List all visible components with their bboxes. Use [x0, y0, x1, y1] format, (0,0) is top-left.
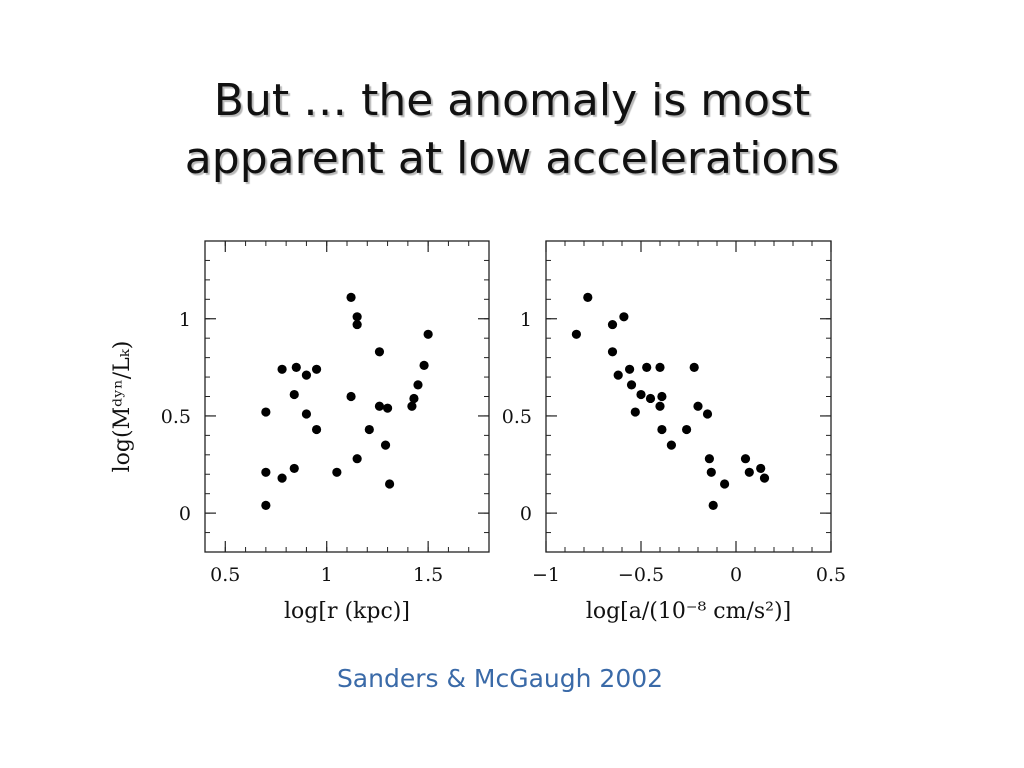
data-point — [374, 401, 385, 411]
data-point — [571, 329, 582, 339]
data-point — [583, 292, 593, 302]
data-point — [374, 347, 385, 357]
data-point — [642, 362, 652, 372]
data-point — [346, 292, 356, 302]
x-tick-label: −1 — [532, 564, 560, 586]
chart-panel-1: 0.5 1 1.5 0 0.5 1 log[r (kpc)] log(Mᵈʸⁿ/Lₖ) — [110, 240, 490, 624]
x-axis-label: log[r (kpc)] — [284, 599, 410, 624]
data-point — [607, 347, 618, 357]
data-point — [720, 479, 730, 489]
data-point — [419, 360, 429, 370]
data-point — [352, 312, 362, 322]
data-point — [607, 319, 618, 330]
data-point — [744, 467, 754, 477]
data-point — [423, 329, 433, 339]
data-point — [277, 364, 287, 374]
citation: Sanders & McGaugh 2002 — [336, 664, 664, 693]
data-point — [409, 393, 419, 404]
slide-title: But … the anomaly is most apparent at lo… — [0, 72, 1024, 188]
data-point — [364, 424, 374, 435]
data-point — [655, 362, 665, 372]
data-point — [702, 409, 713, 419]
data-point — [332, 467, 342, 477]
x-tick-label: 0.5 — [816, 564, 846, 586]
y-tick-label: 0.5 — [161, 406, 191, 428]
y-axis-label: log(Mᵈʸⁿ/Lₖ) — [110, 341, 135, 473]
data-point — [756, 463, 766, 474]
data-point — [645, 393, 656, 404]
data-point — [693, 401, 703, 411]
x-tick-label: −0.5 — [618, 564, 664, 586]
data-point — [689, 362, 699, 372]
data-point — [346, 391, 356, 402]
data-point — [704, 454, 715, 464]
y-tick-label: 1 — [520, 309, 532, 331]
data-point — [385, 479, 395, 489]
data-point — [301, 370, 312, 380]
data-point — [636, 389, 646, 400]
chart-panel-2: −1 −0.5 0 0.5 0 0.5 1 log[a/(10⁻⁸ cm/s²)] — [502, 240, 846, 624]
data-point — [289, 463, 299, 474]
y-tick-label: 1 — [179, 309, 191, 331]
data-point — [657, 424, 667, 435]
data-point — [382, 403, 393, 413]
data-point — [740, 454, 751, 464]
data-point — [291, 362, 301, 372]
slide-title-line-2: apparent at low accelerations — [184, 133, 840, 184]
data-point — [413, 380, 423, 390]
data-point — [657, 391, 667, 402]
data-point — [277, 473, 287, 483]
data-point — [407, 401, 417, 411]
data-point — [301, 409, 312, 419]
data-point — [655, 401, 665, 411]
y-tick-label: 0.5 — [502, 406, 532, 428]
data-point — [706, 467, 716, 477]
data-point — [630, 407, 640, 417]
data-point — [352, 319, 362, 330]
x-axis-label: log[a/(10⁻⁸ cm/s²)] — [586, 599, 791, 624]
data-point — [759, 473, 770, 483]
data-point — [261, 407, 271, 417]
data-point — [261, 500, 271, 510]
data-point — [261, 467, 271, 477]
plot-frame — [545, 240, 832, 553]
data-point — [380, 440, 391, 450]
data-point — [666, 440, 677, 450]
data-point — [289, 389, 299, 400]
data-point — [619, 312, 629, 322]
slide-title-line-1: But … the anomaly is most — [213, 75, 811, 126]
y-tick-label: 0 — [179, 503, 191, 525]
data-point — [708, 500, 718, 510]
x-tick-label: 1.5 — [413, 564, 443, 586]
x-tick-label: 0 — [730, 564, 742, 586]
x-tick-label: 0.5 — [210, 564, 240, 586]
x-tick-label: 1 — [321, 564, 333, 586]
y-tick-label: 0 — [520, 503, 532, 525]
data-point — [311, 364, 322, 374]
data-point — [625, 364, 635, 374]
data-point — [311, 424, 322, 435]
data-point — [613, 370, 623, 380]
data-point — [352, 454, 362, 464]
data-point — [626, 380, 637, 390]
data-point — [682, 424, 692, 435]
